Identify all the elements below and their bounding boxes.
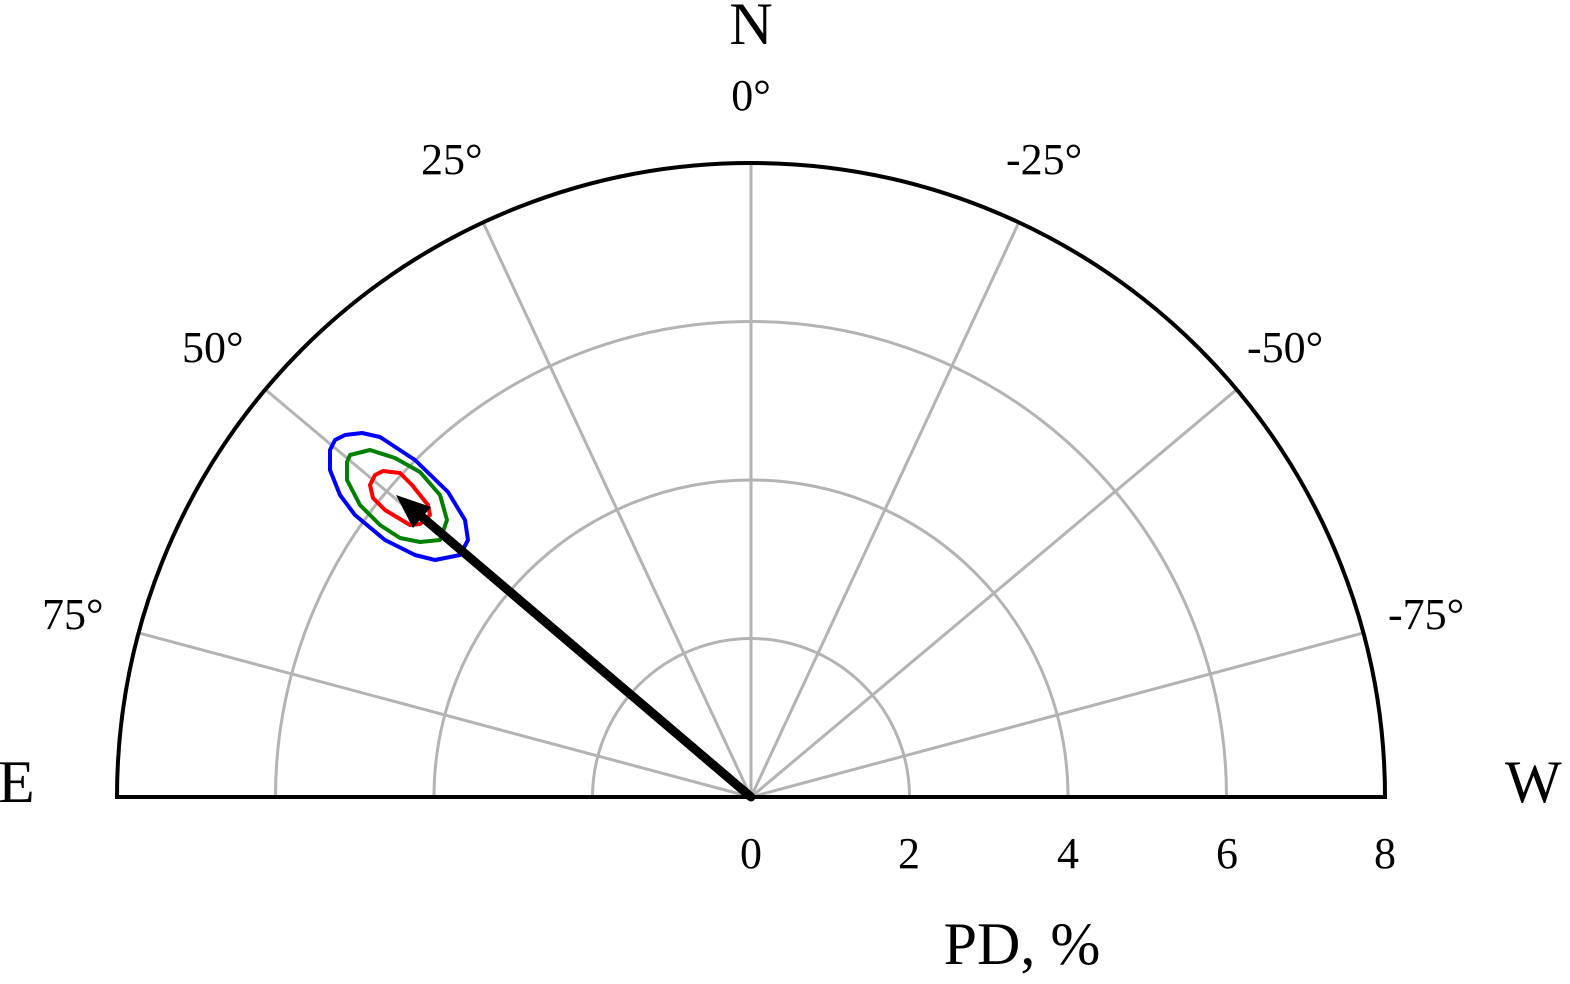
outer-frame <box>114 161 1388 799</box>
radial-tick-0: 0 <box>740 829 762 878</box>
polarization-vector <box>396 495 756 802</box>
radial-tick-8: 8 <box>1374 829 1396 878</box>
angular-spokes <box>138 163 1364 799</box>
spoke-m75 <box>750 631 1364 799</box>
spoke-m25 <box>749 221 1021 798</box>
contour-middle-green <box>345 448 449 544</box>
angle-label-m50: -50° <box>1247 323 1324 372</box>
angle-label-0: 0° <box>731 71 771 120</box>
angle-label-m25: -25° <box>1006 135 1083 184</box>
radial-tick-6: 6 <box>1216 829 1238 878</box>
radial-axis-title: PD, % <box>943 911 1101 977</box>
compass-east-label: E <box>0 749 35 815</box>
compass-north-label: N <box>729 0 773 57</box>
arrowhead-icon <box>396 495 431 528</box>
angle-label-50: 50° <box>182 323 244 372</box>
spoke-25 <box>481 221 753 798</box>
angle-label-25: 25° <box>421 135 483 184</box>
spoke-75 <box>138 631 752 799</box>
radial-tick-4: 4 <box>1057 829 1079 878</box>
compass-west-label: W <box>1505 749 1562 815</box>
angle-label-75: 75° <box>42 590 104 639</box>
spoke-m50 <box>750 388 1238 799</box>
angle-label-m75: -75° <box>1388 590 1465 639</box>
radial-tick-2: 2 <box>898 829 920 878</box>
vector-shaft <box>410 506 756 802</box>
